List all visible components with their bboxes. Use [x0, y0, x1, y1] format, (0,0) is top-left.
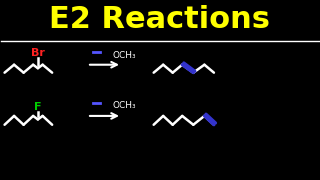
Text: E2 Reactions: E2 Reactions	[50, 5, 270, 34]
Text: Br: Br	[31, 48, 45, 58]
Text: OCH₃: OCH₃	[112, 51, 136, 60]
Text: F: F	[34, 102, 42, 111]
Text: OCH₃: OCH₃	[112, 101, 136, 110]
